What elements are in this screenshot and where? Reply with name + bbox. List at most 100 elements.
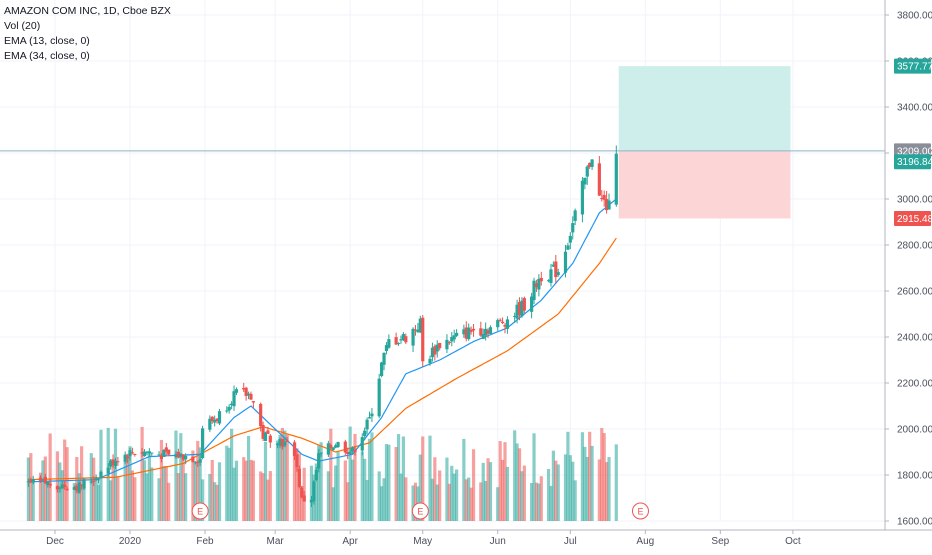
- candle[interactable]: [496, 320, 500, 328]
- candle[interactable]: [348, 451, 352, 454]
- candle[interactable]: [215, 418, 219, 422]
- candle[interactable]: [428, 358, 432, 364]
- candle[interactable]: [401, 334, 405, 341]
- candle[interactable]: [433, 346, 437, 355]
- candle[interactable]: [174, 454, 178, 457]
- candle[interactable]: [280, 438, 285, 447]
- candle[interactable]: [421, 317, 425, 362]
- candle[interactable]: [481, 334, 485, 339]
- candle[interactable]: [125, 456, 130, 459]
- candle[interactable]: [435, 344, 439, 352]
- candle[interactable]: [96, 479, 101, 481]
- candle[interactable]: [251, 401, 255, 403]
- candle[interactable]: [384, 345, 389, 351]
- candle[interactable]: [285, 440, 289, 442]
- candle[interactable]: [309, 499, 314, 503]
- candle[interactable]: [43, 476, 47, 484]
- candle[interactable]: [365, 419, 369, 430]
- ema34-line[interactable]: [28, 237, 617, 481]
- candle[interactable]: [150, 452, 154, 454]
- candle[interactable]: [275, 443, 280, 446]
- candle[interactable]: [597, 163, 601, 196]
- candle[interactable]: [48, 483, 52, 486]
- candle[interactable]: [336, 442, 340, 448]
- candle[interactable]: [128, 450, 132, 457]
- candle[interactable]: [191, 456, 195, 462]
- candle[interactable]: [77, 482, 81, 493]
- candle[interactable]: [346, 451, 350, 455]
- candle[interactable]: [399, 339, 403, 341]
- candle[interactable]: [539, 277, 543, 282]
- profit-zone[interactable]: [618, 66, 791, 151]
- candle[interactable]: [503, 325, 507, 327]
- candle[interactable]: [63, 484, 67, 488]
- candle[interactable]: [445, 339, 449, 350]
- candle[interactable]: [159, 455, 164, 459]
- candle[interactable]: [181, 454, 185, 460]
- price-axis[interactable]: [885, 0, 932, 550]
- candle[interactable]: [498, 319, 502, 321]
- ema34-indicator-label[interactable]: EMA (34, close, 0): [4, 50, 90, 62]
- candle[interactable]: [363, 430, 367, 437]
- candle[interactable]: [60, 484, 64, 489]
- candle[interactable]: [471, 328, 476, 331]
- candle[interactable]: [167, 449, 171, 455]
- candle[interactable]: [602, 195, 606, 200]
- candle[interactable]: [109, 460, 113, 467]
- candle[interactable]: [200, 428, 205, 458]
- candle[interactable]: [130, 452, 135, 454]
- candle[interactable]: [292, 442, 297, 457]
- candle[interactable]: [563, 251, 568, 273]
- candle[interactable]: [450, 337, 454, 342]
- candle[interactable]: [488, 327, 493, 334]
- candle[interactable]: [210, 416, 214, 422]
- candle[interactable]: [394, 337, 398, 345]
- candle[interactable]: [99, 471, 103, 477]
- candle[interactable]: [588, 162, 592, 168]
- candle[interactable]: [566, 245, 570, 250]
- candle[interactable]: [329, 445, 333, 449]
- candle[interactable]: [590, 159, 594, 167]
- candle[interactable]: [259, 403, 263, 427]
- candle[interactable]: [302, 495, 306, 502]
- candle[interactable]: [530, 296, 534, 312]
- candle[interactable]: [568, 235, 572, 243]
- candle[interactable]: [312, 481, 316, 502]
- candle[interactable]: [244, 387, 248, 396]
- candle[interactable]: [513, 315, 517, 317]
- candle[interactable]: [467, 327, 471, 340]
- candle[interactable]: [585, 166, 589, 177]
- candle[interactable]: [382, 352, 386, 365]
- candle[interactable]: [573, 210, 577, 221]
- candle[interactable]: [213, 419, 217, 423]
- candle[interactable]: [196, 462, 200, 464]
- candle[interactable]: [217, 411, 222, 424]
- candle[interactable]: [416, 329, 420, 333]
- candle[interactable]: [242, 388, 246, 390]
- candle[interactable]: [232, 391, 236, 407]
- candle[interactable]: [89, 481, 93, 483]
- candle[interactable]: [380, 362, 384, 377]
- candle[interactable]: [46, 481, 50, 485]
- candle[interactable]: [331, 447, 335, 450]
- candle[interactable]: [607, 200, 611, 210]
- candle[interactable]: [94, 478, 98, 480]
- candle[interactable]: [469, 329, 473, 332]
- candle[interactable]: [367, 417, 372, 419]
- candle[interactable]: [532, 280, 536, 301]
- candle[interactable]: [614, 153, 618, 205]
- candle[interactable]: [278, 438, 282, 446]
- candle[interactable]: [106, 467, 110, 474]
- candle[interactable]: [145, 452, 149, 454]
- candle[interactable]: [234, 389, 239, 393]
- candle[interactable]: [176, 451, 180, 458]
- candle[interactable]: [164, 447, 168, 452]
- vol-indicator-label[interactable]: Vol (20): [4, 20, 41, 32]
- candle[interactable]: [455, 332, 459, 336]
- candle[interactable]: [38, 477, 43, 481]
- candle[interactable]: [80, 484, 84, 487]
- candle[interactable]: [147, 451, 151, 454]
- candle[interactable]: [534, 283, 539, 288]
